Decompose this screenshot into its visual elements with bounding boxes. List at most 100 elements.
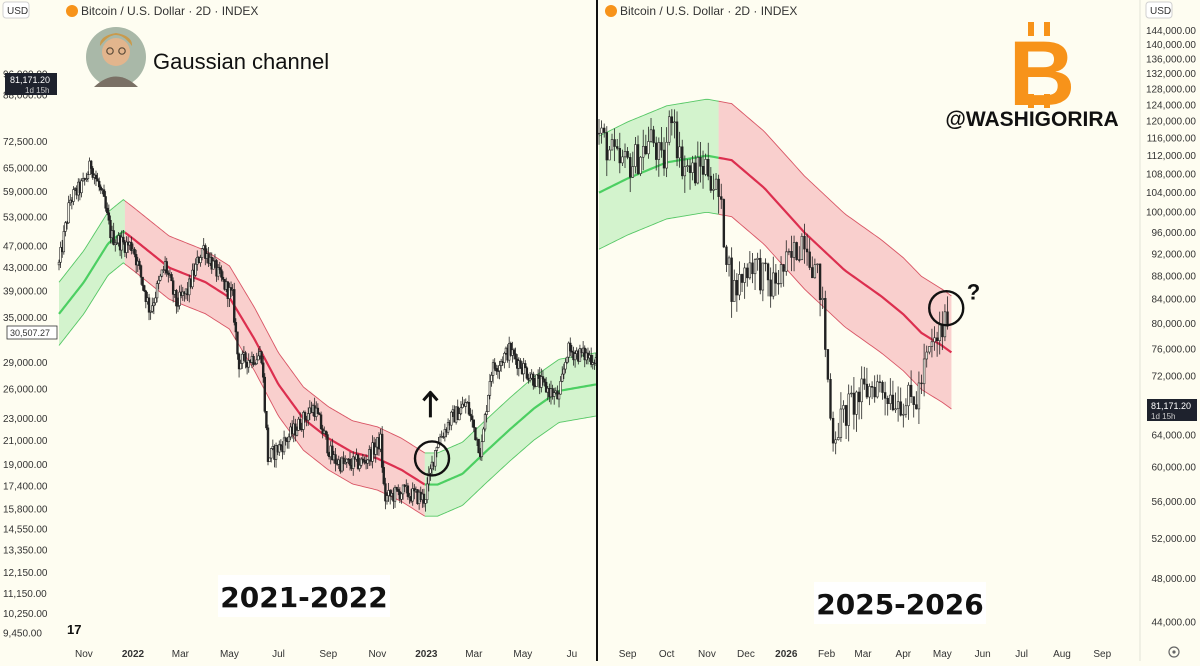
- candle: [458, 407, 461, 421]
- candle: [683, 155, 687, 193]
- x-tick-label: May: [513, 649, 532, 660]
- candle: [792, 235, 796, 272]
- left-countdown: 1d 15h: [25, 86, 49, 95]
- candle: [565, 356, 569, 365]
- x-tick-label: 2026: [775, 649, 798, 660]
- candle: [154, 291, 157, 306]
- candle: [176, 297, 180, 313]
- candle: [665, 127, 668, 178]
- tradingview-logo-icon: 17: [67, 622, 81, 637]
- y-tick-label: 29,000.00: [3, 358, 48, 369]
- x-tick-label: Jun: [975, 649, 991, 660]
- candle: [535, 374, 538, 387]
- candle: [740, 273, 744, 293]
- y-tick-label: 84,000.00: [1152, 295, 1197, 306]
- candle: [644, 134, 648, 156]
- annotation-header: Gaussian channel: [86, 27, 329, 87]
- candle: [498, 360, 501, 380]
- candle: [427, 466, 430, 492]
- candle: [675, 111, 679, 167]
- candle: [774, 264, 778, 296]
- candle: [141, 276, 144, 291]
- candle: [356, 453, 360, 471]
- candle: [261, 356, 265, 383]
- y-tick-label: 12,150.00: [3, 568, 48, 579]
- y-tick-label: 76,000.00: [1152, 345, 1197, 356]
- candle: [270, 447, 273, 463]
- candle: [477, 438, 480, 454]
- y-tick-label: 104,000.00: [1146, 188, 1196, 199]
- y-tick-label: 48,000.00: [1152, 574, 1197, 585]
- candle: [278, 440, 281, 456]
- candle: [818, 263, 822, 317]
- candle: [610, 133, 614, 151]
- channel-upper-edge: [598, 98, 719, 137]
- svg-text:B: B: [1009, 23, 1075, 125]
- candle: [268, 457, 271, 463]
- candle: [274, 442, 278, 468]
- candle: [106, 202, 109, 216]
- y-tick-label: 96,000.00: [1152, 228, 1197, 239]
- candle: [221, 271, 225, 282]
- bitcoin-logo-icon: B: [1009, 22, 1075, 125]
- candle: [112, 222, 115, 246]
- candle: [573, 350, 577, 368]
- x-tick-label: Jul: [272, 649, 285, 660]
- candle: [662, 137, 666, 176]
- x-tick-label: May: [933, 649, 952, 660]
- candle: [334, 448, 337, 472]
- candle: [844, 404, 848, 440]
- candle: [358, 457, 361, 472]
- highlight-circle: [928, 289, 965, 327]
- y-tick-label: 39,000.00: [3, 287, 48, 298]
- left-plot: [57, 157, 598, 517]
- candle: [889, 378, 892, 410]
- candle: [559, 376, 562, 395]
- y-tick-label: 72,500.00: [3, 137, 48, 148]
- candle: [894, 392, 897, 413]
- candle: [424, 499, 427, 512]
- candle: [342, 451, 345, 471]
- candle: [824, 290, 827, 358]
- candle: [727, 255, 731, 277]
- candle: [400, 492, 403, 504]
- y-tick-label: 140,000.00: [1146, 40, 1196, 51]
- candle: [167, 270, 170, 283]
- channel-lower-edge: [718, 213, 952, 410]
- x-tick-label: Sep: [319, 649, 337, 660]
- candle: [218, 261, 221, 274]
- y-tick-label: 10,250.00: [3, 609, 48, 620]
- candle: [204, 243, 207, 266]
- candle: [519, 358, 522, 369]
- candle: [434, 450, 437, 471]
- candle: [450, 410, 453, 431]
- candle: [490, 371, 493, 387]
- candle: [165, 257, 168, 277]
- candle: [194, 258, 197, 277]
- candle: [170, 272, 173, 282]
- candle: [777, 270, 780, 295]
- candle: [544, 377, 548, 393]
- candle: [831, 411, 835, 452]
- candle: [870, 381, 874, 400]
- left-caption-box: 2021-2022: [218, 575, 390, 617]
- candle: [89, 159, 93, 175]
- y-tick-label: 14,550.00: [3, 525, 48, 536]
- candle: [578, 344, 582, 362]
- gear-icon[interactable]: [1168, 646, 1180, 658]
- candle: [636, 135, 640, 176]
- x-tick-label: Nov: [75, 649, 93, 660]
- y-tick-label: 17,400.00: [3, 481, 48, 492]
- candle: [255, 352, 258, 365]
- annotation-title: Gaussian channel: [153, 49, 329, 74]
- candle: [883, 381, 887, 416]
- candle: [787, 248, 791, 256]
- candle: [263, 373, 266, 414]
- y-tick-label: 53,000.00: [3, 213, 48, 224]
- candle: [380, 426, 384, 473]
- candle: [143, 284, 146, 293]
- candle: [634, 136, 637, 174]
- candle: [382, 461, 385, 486]
- y-tick-label: 88,000.00: [3, 90, 48, 101]
- candle: [374, 438, 377, 463]
